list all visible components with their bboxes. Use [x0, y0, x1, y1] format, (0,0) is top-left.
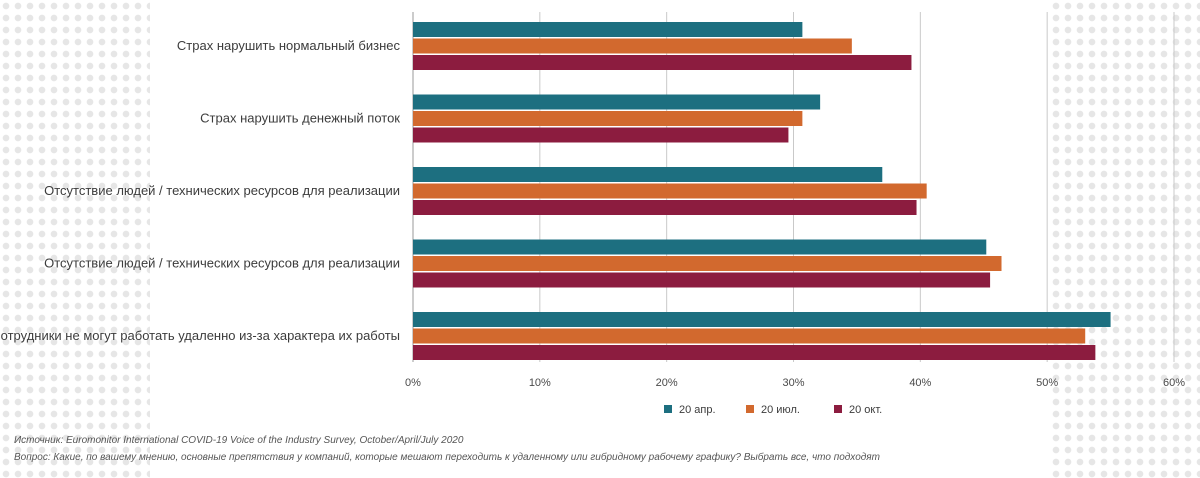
category-label: Страх нарушить денежный поток: [200, 111, 400, 126]
bar: [413, 200, 917, 215]
bar: [413, 167, 883, 182]
x-tick-label: 10%: [529, 377, 551, 389]
legend-swatch: [746, 405, 754, 413]
bar: [413, 256, 1002, 271]
category-label: Отсутствие людей / технических ресурсов …: [44, 256, 400, 271]
x-tick-label: 40%: [909, 377, 931, 389]
category-label: Страх нарушить нормальный бизнес: [177, 38, 401, 53]
x-tick-label: 20%: [656, 377, 678, 389]
bar: [413, 272, 991, 288]
bar: [413, 183, 927, 199]
dot-pattern-right: [1050, 0, 1200, 478]
bar: [413, 111, 803, 126]
source-note: Источник: Euromonitor International COVI…: [14, 435, 464, 446]
legend-label: 20 окт.: [849, 404, 882, 416]
dot-pattern-left: [0, 0, 150, 478]
x-tick-label: 30%: [782, 377, 804, 389]
category-label: Отсутствие людей / технических ресурсов …: [44, 183, 400, 198]
legend-swatch: [664, 405, 672, 413]
x-tick-label: 0%: [405, 377, 421, 389]
bar: [413, 38, 852, 54]
legend-label: 20 июл.: [761, 404, 800, 416]
bar: [413, 312, 1111, 327]
legend-label: 20 апр.: [679, 404, 716, 416]
bar: [413, 22, 803, 37]
bar: [413, 239, 987, 255]
question-note: Вопрос: Какие, по вашему мнению, основны…: [14, 452, 880, 463]
bar: [413, 127, 789, 143]
bar: [413, 55, 912, 70]
category-label: Сотрудники не могут работать удаленно из…: [0, 328, 400, 343]
bar: [413, 345, 1096, 360]
legend-swatch: [834, 405, 842, 413]
bar: [413, 328, 1086, 344]
x-tick-label: 50%: [1036, 377, 1058, 389]
bar: [413, 94, 821, 110]
x-tick-label: 60%: [1163, 377, 1185, 389]
